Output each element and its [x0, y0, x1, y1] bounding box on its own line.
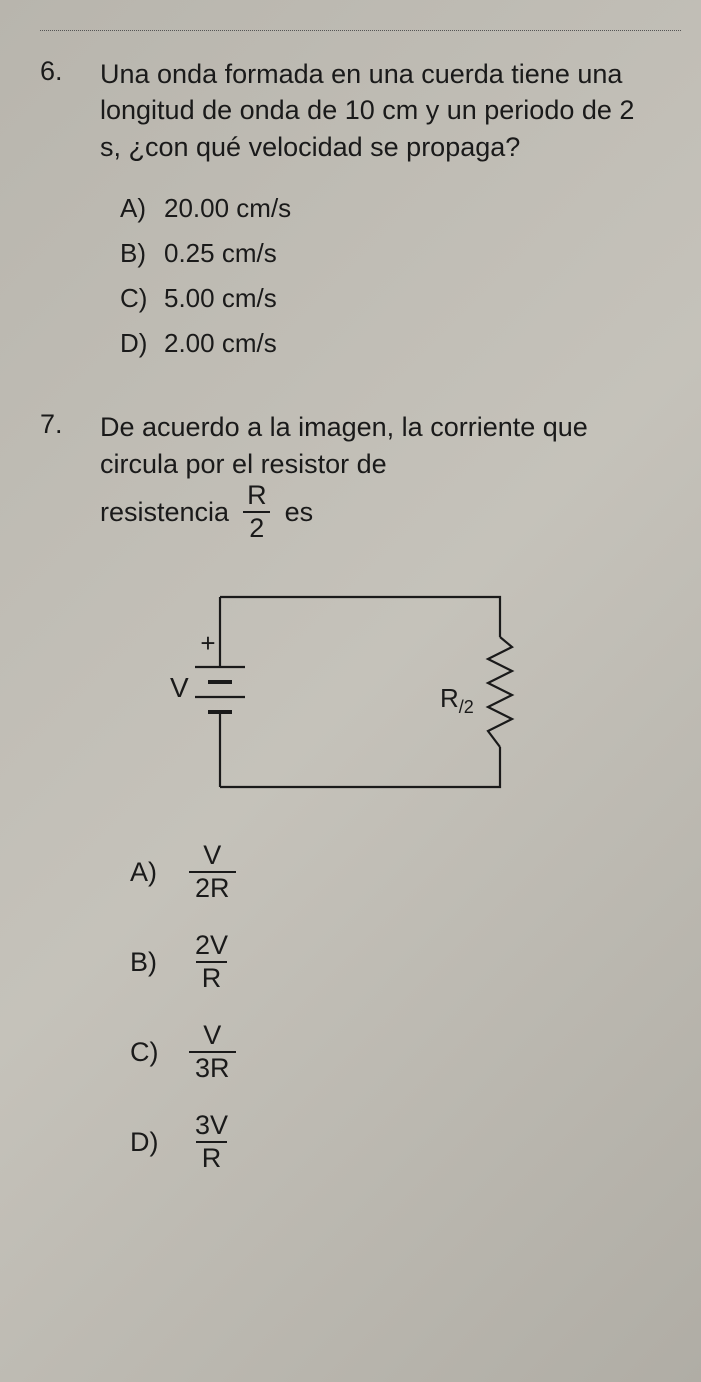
q6-options: A) 20.00 cm/s B) 0.25 cm/s C) 5.00 cm/s …	[120, 193, 661, 359]
fraction-numerator: R	[241, 482, 273, 511]
option-label: B)	[130, 947, 185, 978]
q7-option-c: C) V 3R	[130, 1022, 661, 1082]
fraction-denominator: 3R	[189, 1051, 236, 1082]
q7-option-a: A) V 2R	[130, 842, 661, 902]
fraction-denominator: R	[196, 961, 228, 992]
fraction-denominator: 2R	[189, 871, 236, 902]
fraction-denominator: 2	[243, 511, 270, 542]
q7-option-b: B) 2V R	[130, 932, 661, 992]
option-label: A)	[120, 193, 164, 224]
circuit-svg: + V R/2	[140, 577, 560, 807]
option-fraction: V 3R	[189, 1022, 236, 1082]
q7-text-part2: resistencia R 2 es	[100, 482, 661, 542]
option-fraction: 2V R	[189, 932, 234, 992]
option-fraction: V 2R	[189, 842, 236, 902]
fraction-numerator: 2V	[189, 932, 234, 961]
option-value: 5.00 cm/s	[164, 283, 277, 314]
q6-option-b: B) 0.25 cm/s	[120, 238, 661, 269]
option-label: B)	[120, 238, 164, 269]
q7-options: A) V 2R B) 2V R C) V 3R	[130, 842, 661, 1172]
q7-text-part1: De acuerdo a la imagen, la corriente que…	[100, 409, 661, 482]
option-label: A)	[130, 857, 185, 888]
q6-text: Una onda formada en una cuerda tiene una…	[100, 56, 661, 165]
q7-text: De acuerdo a la imagen, la corriente que…	[100, 409, 661, 542]
q7-text-part2a: resistencia	[100, 494, 229, 530]
option-label: D)	[130, 1127, 185, 1158]
fraction-denominator: R	[196, 1141, 228, 1172]
q6-option-a: A) 20.00 cm/s	[120, 193, 661, 224]
option-label: C)	[130, 1037, 185, 1068]
fraction-numerator: 3V	[189, 1112, 234, 1141]
option-fraction: 3V R	[189, 1112, 234, 1172]
option-label: C)	[120, 283, 164, 314]
question-6: 6. Una onda formada en una cuerda tiene …	[30, 56, 661, 359]
q6-option-c: C) 5.00 cm/s	[120, 283, 661, 314]
battery-plus: +	[200, 628, 215, 658]
q7-number: 7.	[30, 409, 100, 440]
fraction-numerator: V	[197, 842, 227, 871]
option-label: D)	[120, 328, 164, 359]
option-value: 0.25 cm/s	[164, 238, 277, 269]
q7-fraction: R 2	[241, 482, 273, 542]
q6-number: 6.	[30, 56, 100, 87]
question-7: 7. De acuerdo a la imagen, la corriente …	[30, 409, 661, 1172]
circuit-diagram: + V R/2	[140, 577, 661, 812]
q7-text-part2b: es	[285, 494, 314, 530]
battery-label: V	[170, 672, 189, 703]
page-top-rule	[40, 30, 681, 31]
resistor-label: R/2	[440, 683, 474, 717]
q7-option-d: D) 3V R	[130, 1112, 661, 1172]
fraction-numerator: V	[197, 1022, 227, 1051]
q6-option-d: D) 2.00 cm/s	[120, 328, 661, 359]
option-value: 2.00 cm/s	[164, 328, 277, 359]
option-value: 20.00 cm/s	[164, 193, 291, 224]
